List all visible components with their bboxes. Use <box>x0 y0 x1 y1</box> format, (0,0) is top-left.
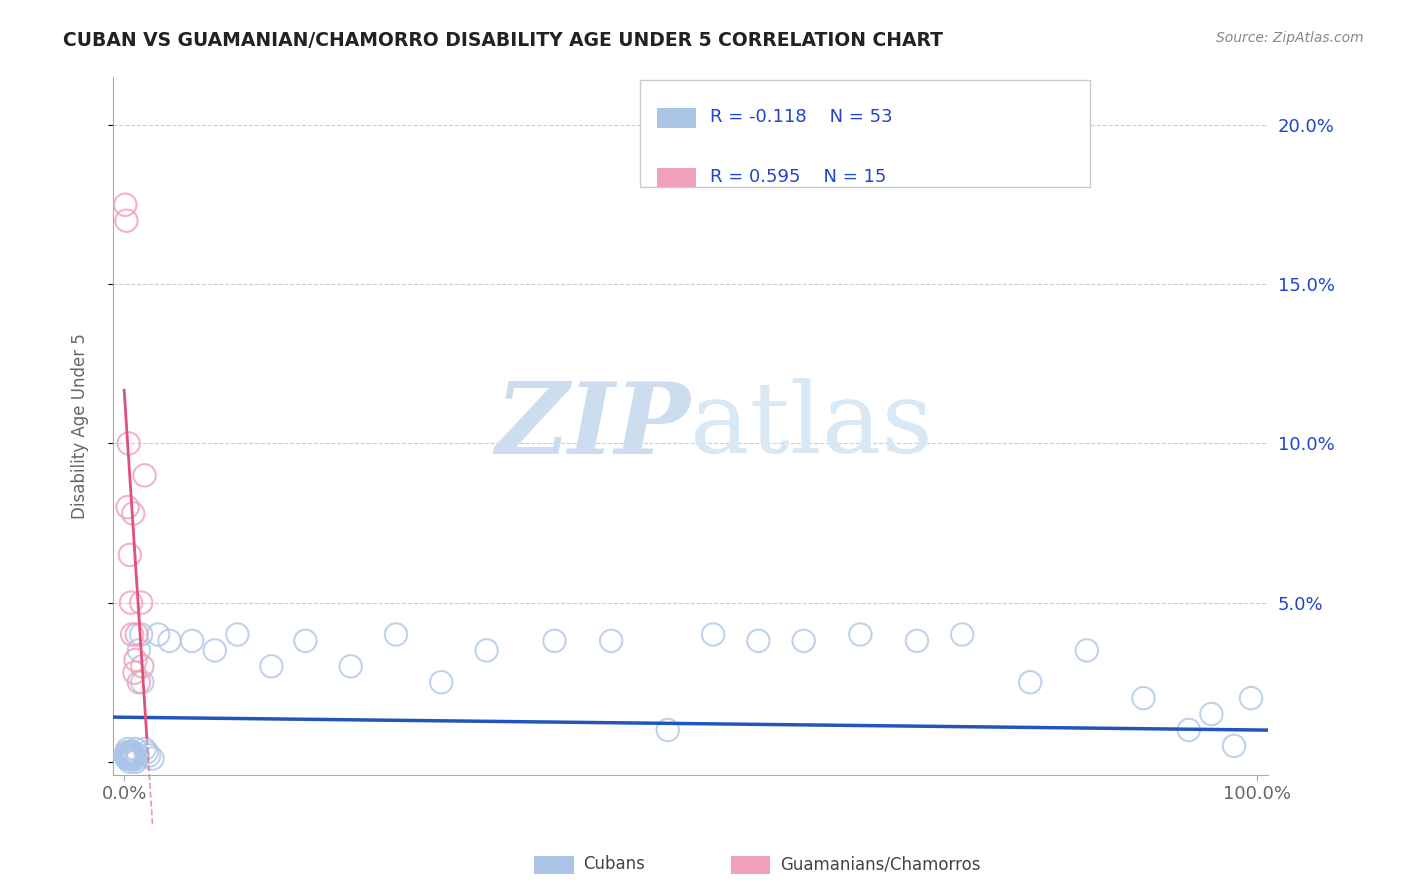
Y-axis label: Disability Age Under 5: Disability Age Under 5 <box>72 333 89 519</box>
Point <box>475 643 498 657</box>
Point <box>793 633 815 648</box>
Point <box>131 675 153 690</box>
Point <box>1076 643 1098 657</box>
Point <box>135 745 157 759</box>
Point <box>128 643 150 657</box>
Point <box>702 627 724 641</box>
Point <box>128 675 150 690</box>
Point <box>117 748 139 763</box>
Point <box>121 748 143 763</box>
Point <box>118 755 141 769</box>
Point <box>1201 707 1223 722</box>
Text: R = -0.118    N = 53: R = -0.118 N = 53 <box>710 108 893 126</box>
Text: Cubans: Cubans <box>583 855 645 873</box>
Point <box>950 627 973 641</box>
Point <box>181 633 204 648</box>
Point <box>115 213 138 227</box>
Point <box>118 745 141 759</box>
Point <box>543 633 565 648</box>
Point <box>114 748 136 763</box>
Point <box>204 643 226 657</box>
Point <box>1019 675 1042 690</box>
Point <box>747 633 769 648</box>
Point <box>1223 739 1246 753</box>
Point <box>124 755 146 769</box>
Point <box>124 653 146 667</box>
Point <box>430 675 453 690</box>
Point <box>118 751 141 765</box>
Text: Source: ZipAtlas.com: Source: ZipAtlas.com <box>1216 31 1364 45</box>
Point <box>260 659 283 673</box>
Point <box>141 751 163 765</box>
Point <box>118 548 141 562</box>
Point <box>657 723 679 737</box>
Point <box>118 436 141 450</box>
Point <box>129 596 152 610</box>
Point <box>117 500 139 515</box>
Point <box>125 751 148 765</box>
Point <box>115 745 138 759</box>
Point <box>1177 723 1199 737</box>
Point <box>385 627 408 641</box>
Point <box>129 627 152 641</box>
Point <box>124 742 146 756</box>
Point <box>121 627 143 641</box>
Text: R = 0.595    N = 15: R = 0.595 N = 15 <box>710 168 886 186</box>
Text: atlas: atlas <box>690 378 934 474</box>
Point <box>339 659 361 673</box>
Point <box>138 748 160 763</box>
Text: ZIP: ZIP <box>495 377 690 475</box>
Point <box>226 627 249 641</box>
Point <box>114 198 136 212</box>
Point <box>120 596 142 610</box>
Point <box>1132 691 1154 706</box>
Point <box>120 751 142 765</box>
Point <box>600 633 623 648</box>
Point <box>122 507 145 521</box>
Point <box>134 468 156 483</box>
Point <box>118 748 141 763</box>
Text: CUBAN VS GUAMANIAN/CHAMORRO DISABILITY AGE UNDER 5 CORRELATION CHART: CUBAN VS GUAMANIAN/CHAMORRO DISABILITY A… <box>63 31 943 50</box>
Point <box>122 751 145 765</box>
Point <box>124 665 146 680</box>
Point <box>134 742 156 756</box>
Point <box>849 627 872 641</box>
Point <box>117 742 139 756</box>
Point <box>294 633 316 648</box>
Point <box>127 748 149 763</box>
Point <box>146 627 169 641</box>
Point <box>159 633 181 648</box>
Point <box>115 751 138 765</box>
Point <box>124 748 146 763</box>
Point <box>122 745 145 759</box>
Point <box>125 627 148 641</box>
Point <box>131 659 153 673</box>
Point <box>905 633 928 648</box>
Point <box>1240 691 1263 706</box>
Point <box>120 745 142 759</box>
Text: Guamanians/Chamorros: Guamanians/Chamorros <box>780 855 981 873</box>
